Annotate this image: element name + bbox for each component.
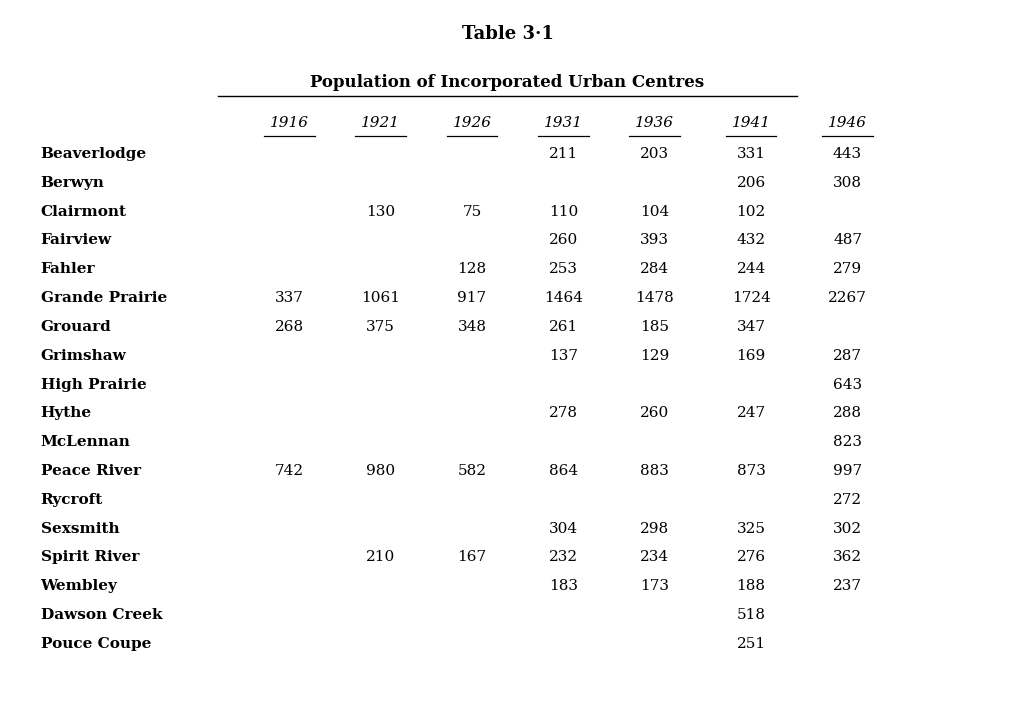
Text: 211: 211 (549, 147, 578, 161)
Text: 873: 873 (737, 464, 765, 478)
Text: 298: 298 (640, 522, 669, 536)
Text: Population of Incorporated Urban Centres: Population of Incorporated Urban Centres (311, 74, 704, 91)
Text: Dawson Creek: Dawson Creek (41, 608, 162, 622)
Text: 188: 188 (737, 579, 765, 593)
Text: 337: 337 (275, 291, 303, 305)
Text: 276: 276 (737, 550, 765, 565)
Text: 244: 244 (737, 262, 765, 276)
Text: 102: 102 (737, 205, 765, 219)
Text: 253: 253 (549, 262, 578, 276)
Text: 304: 304 (549, 522, 578, 536)
Text: 287: 287 (833, 349, 862, 363)
Text: 104: 104 (640, 205, 669, 219)
Text: 173: 173 (640, 579, 669, 593)
Text: 432: 432 (737, 233, 765, 247)
Text: 279: 279 (833, 262, 862, 276)
Text: Peace River: Peace River (41, 464, 141, 478)
Text: 1921: 1921 (361, 116, 400, 130)
Text: 997: 997 (833, 464, 862, 478)
Text: 643: 643 (833, 378, 862, 392)
Text: Fahler: Fahler (41, 262, 95, 276)
Text: 518: 518 (737, 608, 765, 622)
Text: 1936: 1936 (635, 116, 674, 130)
Text: Sexsmith: Sexsmith (41, 522, 119, 536)
Text: Berwyn: Berwyn (41, 176, 105, 190)
Text: 210: 210 (366, 550, 395, 565)
Text: Grimshaw: Grimshaw (41, 349, 126, 363)
Text: Beaverlodge: Beaverlodge (41, 147, 147, 161)
Text: 1941: 1941 (732, 116, 770, 130)
Text: 260: 260 (640, 406, 669, 420)
Text: Grouard: Grouard (41, 320, 112, 334)
Text: 864: 864 (549, 464, 578, 478)
Text: 206: 206 (737, 176, 765, 190)
Text: High Prairie: High Prairie (41, 378, 146, 392)
Text: 302: 302 (833, 522, 862, 536)
Text: 1931: 1931 (544, 116, 583, 130)
Text: 278: 278 (549, 406, 578, 420)
Text: Clairmont: Clairmont (41, 205, 127, 219)
Text: 347: 347 (737, 320, 765, 334)
Text: 443: 443 (833, 147, 862, 161)
Text: 1946: 1946 (828, 116, 867, 130)
Text: 268: 268 (275, 320, 303, 334)
Text: 284: 284 (640, 262, 669, 276)
Text: Pouce Coupe: Pouce Coupe (41, 637, 151, 651)
Text: 1926: 1926 (453, 116, 491, 130)
Text: 288: 288 (833, 406, 862, 420)
Text: 487: 487 (833, 233, 862, 247)
Text: 128: 128 (458, 262, 486, 276)
Text: 137: 137 (549, 349, 578, 363)
Text: 232: 232 (549, 550, 578, 565)
Text: 362: 362 (833, 550, 862, 565)
Text: Rycroft: Rycroft (41, 493, 103, 507)
Text: 110: 110 (549, 205, 578, 219)
Text: 375: 375 (366, 320, 395, 334)
Text: 917: 917 (458, 291, 486, 305)
Text: 823: 823 (833, 435, 862, 449)
Text: Table 3·1: Table 3·1 (462, 25, 553, 43)
Text: 308: 308 (833, 176, 862, 190)
Text: 980: 980 (366, 464, 395, 478)
Text: 129: 129 (640, 349, 669, 363)
Text: 185: 185 (640, 320, 669, 334)
Text: 203: 203 (640, 147, 669, 161)
Text: 272: 272 (833, 493, 862, 507)
Text: 167: 167 (458, 550, 486, 565)
Text: 1061: 1061 (361, 291, 400, 305)
Text: 1916: 1916 (270, 116, 309, 130)
Text: 247: 247 (737, 406, 765, 420)
Text: Hythe: Hythe (41, 406, 91, 420)
Text: 742: 742 (275, 464, 303, 478)
Text: 2267: 2267 (828, 291, 867, 305)
Text: 348: 348 (458, 320, 486, 334)
Text: Grande Prairie: Grande Prairie (41, 291, 166, 305)
Text: 261: 261 (549, 320, 578, 334)
Text: Wembley: Wembley (41, 579, 118, 593)
Text: 130: 130 (366, 205, 395, 219)
Text: 1724: 1724 (732, 291, 770, 305)
Text: 169: 169 (737, 349, 765, 363)
Text: 237: 237 (833, 579, 862, 593)
Text: 1478: 1478 (635, 291, 674, 305)
Text: 1464: 1464 (544, 291, 583, 305)
Text: Fairview: Fairview (41, 233, 112, 247)
Text: 183: 183 (549, 579, 578, 593)
Text: McLennan: McLennan (41, 435, 131, 449)
Text: Spirit River: Spirit River (41, 550, 139, 565)
Text: 75: 75 (463, 205, 481, 219)
Text: 393: 393 (640, 233, 669, 247)
Text: 325: 325 (737, 522, 765, 536)
Text: 260: 260 (549, 233, 578, 247)
Text: 883: 883 (640, 464, 669, 478)
Text: 331: 331 (737, 147, 765, 161)
Text: 251: 251 (737, 637, 765, 651)
Text: 234: 234 (640, 550, 669, 565)
Text: 582: 582 (458, 464, 486, 478)
